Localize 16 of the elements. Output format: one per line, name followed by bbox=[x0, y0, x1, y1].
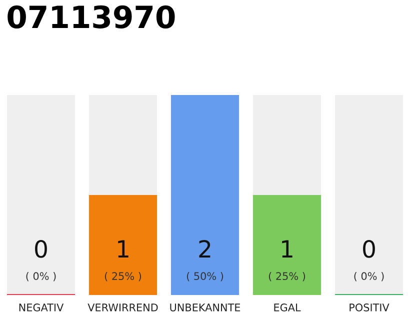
annotation: ( 25% ) bbox=[268, 272, 306, 282]
data-label: 0 bbox=[35, 240, 47, 258]
x-tick-label: NEGATIV bbox=[19, 304, 64, 312]
data-label: 0 bbox=[363, 240, 375, 258]
x-tick-label: EGAL bbox=[274, 304, 301, 312]
data-label: 1 bbox=[118, 240, 128, 258]
x-tick-label: VERWIRREND bbox=[88, 304, 158, 312]
annotation: ( 0% ) bbox=[354, 272, 384, 282]
annotation: ( 50% ) bbox=[186, 272, 224, 282]
data-label: 2 bbox=[199, 240, 210, 258]
x-tick-label: POSITIV bbox=[350, 304, 390, 312]
data-label: 1 bbox=[282, 240, 292, 258]
annotation: ( 0% ) bbox=[26, 272, 56, 282]
x-tick-label: UNBEKANNTE bbox=[170, 304, 240, 312]
chart-title: 07113970 bbox=[8, 5, 175, 28]
annotation: ( 25% ) bbox=[104, 272, 142, 282]
